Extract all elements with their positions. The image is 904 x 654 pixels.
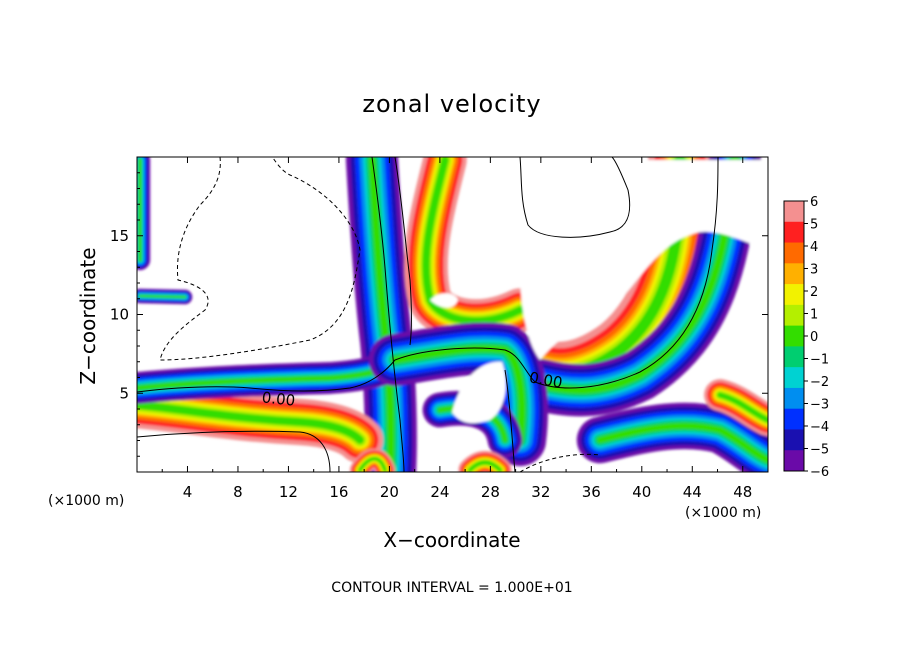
colorbar-label: −2 [810, 375, 829, 390]
colorbar-label: −1 [810, 353, 829, 368]
colorbar-swatch [784, 367, 804, 389]
contour-line-solid [394, 157, 412, 346]
out-of-range-pocket [430, 293, 458, 308]
x-unit-label-left: (×1000 m) [48, 493, 124, 509]
colorbar-label: −4 [810, 420, 829, 435]
velocity-band [139, 295, 186, 298]
x-tick-label: 40 [632, 483, 651, 501]
colorbar: 6 5 4 3 2 1 0 −1 −2 −3 −4 −5 −6 [783, 195, 829, 480]
x-tick-label: 48 [733, 483, 752, 501]
colorbar-swatch [784, 263, 804, 285]
contour-line-solid [137, 430, 331, 472]
contour-line-dashed [159, 157, 361, 361]
x-tick-label: 32 [531, 483, 550, 501]
colorbar-swatch [784, 325, 804, 347]
velocity-band [137, 401, 364, 444]
colorbar-swatch [784, 221, 804, 244]
contour-value-label: 0.00 [528, 368, 564, 392]
x-tick-label: 24 [430, 483, 449, 501]
contour-line-solid [137, 157, 719, 393]
colorbar-label: −5 [810, 443, 829, 458]
colorbar-label: 2 [810, 285, 818, 300]
colorbar-label: −6 [810, 465, 829, 480]
velocity-band [468, 460, 502, 472]
out-of-range-pocket [452, 361, 506, 424]
colorbar-swatch [784, 284, 804, 306]
velocity-band [596, 422, 768, 464]
colorbar-swatch [784, 387, 804, 410]
y-axis-label: Z−coordinate [76, 247, 100, 384]
velocity-band [422, 157, 524, 325]
contour-line-solid [371, 157, 405, 472]
contour-value-label: 0.00 [261, 388, 296, 409]
x-unit-label-right: (×1000 m) [685, 505, 761, 521]
chart-title: zonal velocity [362, 90, 541, 118]
x-tick-label: 20 [380, 483, 399, 501]
colorbar-swatch [784, 242, 804, 264]
out-of-range-pocket [520, 160, 768, 360]
y-tick-label: 5 [119, 384, 129, 402]
colorbar-swatch [784, 429, 804, 451]
colorbar-swatch [784, 201, 804, 223]
colorbar-label: 0 [810, 330, 818, 345]
colorbar-swatch [784, 346, 804, 368]
x-tick-label: 28 [481, 483, 500, 501]
x-tick-label: 12 [279, 483, 298, 501]
contour-line-solid [519, 157, 631, 238]
velocity-band [137, 365, 391, 391]
velocity-field [137, 157, 768, 472]
y-tick-label: 15 [110, 227, 129, 245]
contour-interval-note: CONTOUR INTERVAL = 1.000E+01 [331, 580, 572, 596]
colorbar-swatch [784, 408, 804, 430]
colorbar-label: 6 [810, 195, 818, 210]
colorbar-label: 1 [810, 308, 818, 323]
colorbar-swatch [784, 304, 804, 327]
colorbar-label: −3 [810, 398, 829, 413]
x-tick-label: 16 [329, 483, 348, 501]
x-axis-label: X−coordinate [383, 528, 520, 552]
x-tick-label: 36 [582, 483, 601, 501]
colorbar-label: 3 [810, 263, 818, 278]
contour-line-dashed [519, 453, 601, 472]
velocity-band [358, 457, 387, 472]
x-tick-label: 8 [233, 483, 243, 501]
colorbar-swatch [784, 450, 804, 472]
velocity-band [717, 392, 768, 423]
y-tick-label: 10 [110, 306, 129, 324]
colorbar-label: 5 [810, 218, 818, 233]
contour-line-solid [504, 369, 516, 472]
x-tick-label: 4 [183, 483, 193, 501]
x-tick-label: 44 [683, 483, 702, 501]
colorbar-label: 4 [810, 240, 818, 255]
